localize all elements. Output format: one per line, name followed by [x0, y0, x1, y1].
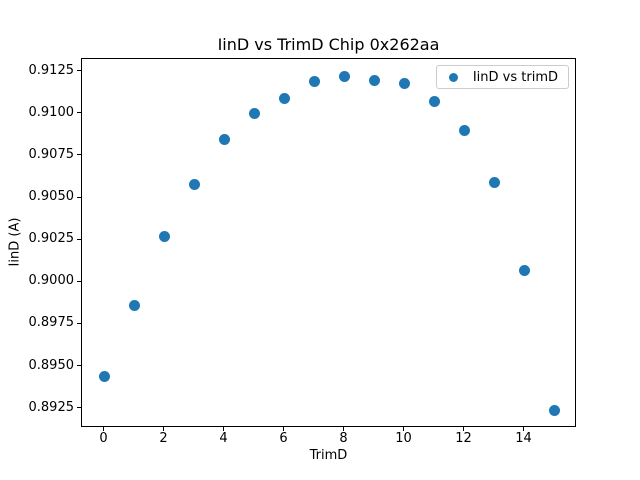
- y-tick-label: 0.9100: [28, 104, 75, 120]
- scatter-point: [189, 179, 200, 191]
- y-tick-mark: [77, 196, 81, 198]
- y-tick-label: 0.9025: [28, 231, 75, 247]
- x-tick-label: 8: [339, 431, 348, 446]
- scatter-point: [249, 108, 260, 120]
- legend: IinD vs trimD: [435, 65, 569, 89]
- y-tick-mark: [77, 365, 81, 367]
- scatter-point: [339, 71, 350, 83]
- x-tick-mark: [223, 427, 224, 431]
- y-tick-mark: [77, 322, 81, 324]
- x-tick-mark: [523, 427, 524, 431]
- y-tick-label: 0.8950: [28, 357, 75, 373]
- y-tick-mark: [77, 112, 81, 114]
- x-tick-label: 14: [515, 431, 532, 446]
- x-tick-mark: [343, 427, 344, 431]
- scatter-point: [309, 76, 320, 88]
- scatter-point: [159, 231, 170, 243]
- x-tick-label: 6: [279, 431, 288, 446]
- scatter-point: [99, 371, 110, 383]
- x-tick-label: 12: [455, 431, 472, 446]
- scatter-point: [519, 265, 530, 277]
- x-tick-mark: [463, 427, 464, 431]
- scatter-point: [279, 93, 290, 105]
- scatter-point: [399, 77, 410, 89]
- x-tick-label: 4: [219, 431, 228, 446]
- x-axis-label: TrimD: [309, 448, 348, 463]
- y-tick-mark: [77, 280, 81, 282]
- x-tick-label: 0: [99, 431, 108, 446]
- y-tick-mark: [77, 154, 81, 156]
- scatter-point: [489, 177, 500, 189]
- y-tick-mark: [77, 238, 81, 240]
- scatter-point: [219, 133, 230, 145]
- scatter-point: [549, 404, 560, 416]
- x-tick-mark: [403, 427, 404, 431]
- x-tick-mark: [283, 427, 284, 431]
- y-tick-label: 0.9000: [28, 273, 75, 289]
- legend-marker-icon: [448, 72, 458, 82]
- y-tick-label: 0.8975: [28, 315, 75, 331]
- scatter-point: [129, 300, 140, 312]
- legend-label: IinD vs trimD: [472, 69, 558, 85]
- y-tick-label: 0.9125: [28, 62, 75, 78]
- x-tick-label: 2: [159, 431, 168, 446]
- scatter-point: [459, 125, 470, 137]
- x-tick-mark: [163, 427, 164, 431]
- y-tick-mark: [77, 407, 81, 409]
- scatter-point: [429, 96, 440, 108]
- chart-title: IinD vs TrimD Chip 0x262aa: [217, 35, 440, 54]
- y-tick-label: 0.9050: [28, 189, 75, 205]
- plot-area: IinD vs trimD: [81, 58, 576, 427]
- x-tick-label: 10: [395, 431, 412, 446]
- x-tick-mark: [103, 427, 104, 431]
- y-tick-mark: [77, 70, 81, 72]
- y-tick-label: 0.8925: [28, 399, 75, 415]
- scatter-point: [369, 74, 380, 86]
- y-tick-label: 0.9075: [28, 146, 75, 162]
